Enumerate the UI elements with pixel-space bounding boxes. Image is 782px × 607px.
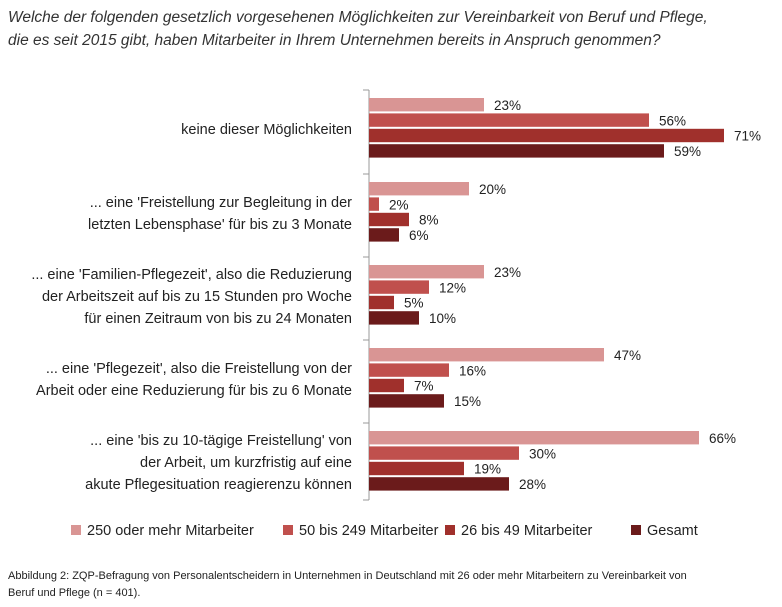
bar (369, 228, 399, 242)
data-label: 5% (404, 296, 424, 311)
data-label: 16% (459, 363, 486, 378)
caption-line-1: Abbildung 2: ZQP-Befragung von Personale… (8, 570, 687, 582)
category-label: der Arbeit, um kurzfristig auf eine (140, 455, 352, 471)
bar (369, 348, 604, 362)
category-label: der Arbeitszeit auf bis zu 15 Stunden pr… (42, 289, 352, 305)
data-label: 8% (419, 213, 439, 228)
data-label: 71% (734, 129, 761, 144)
bar (369, 363, 449, 377)
bar (369, 446, 519, 460)
data-label: 66% (709, 431, 736, 446)
category-label: ... eine 'Familien-Pflegezeit', also die… (31, 267, 352, 283)
bar (369, 477, 509, 491)
bar (369, 378, 404, 393)
category-label: letzten Lebensphase' für bis zu 3 Monate (88, 217, 352, 233)
category-label: ... eine 'Freistellung zur Begleitung in… (90, 195, 352, 211)
data-label: 12% (439, 280, 466, 295)
category-label: keine dieser Möglichkeiten (181, 122, 352, 138)
legend-swatch (71, 525, 81, 535)
data-label: 59% (674, 144, 701, 159)
chart-title-line-1: Welche der folgenden gesetzlich vorgeseh… (8, 9, 708, 26)
data-label: 2% (389, 197, 409, 212)
bar (369, 128, 724, 143)
data-label: 19% (474, 462, 501, 477)
bar (369, 182, 469, 196)
chart-title: Welche der folgenden gesetzlich vorgeseh… (8, 6, 774, 52)
bar (369, 295, 394, 310)
legend-label: 26 bis 49 Mitarbeiter (461, 523, 593, 539)
bar-chart: keine dieser Möglichkeiten 23% 56% 71% 59%..… (31, 89, 761, 539)
data-label: 30% (529, 446, 556, 461)
bar (369, 431, 699, 445)
bar (369, 265, 484, 279)
legend-label: Gesamt (647, 523, 698, 539)
bar (369, 461, 464, 476)
category-label: Arbeit oder eine Reduzierung für bis zu … (36, 383, 352, 399)
bar (369, 144, 664, 158)
data-label: 20% (479, 182, 506, 197)
category-label: akute Pflegesituation reagierenzu können (85, 477, 352, 493)
data-label: 10% (429, 311, 456, 326)
legend-swatch (283, 525, 293, 535)
figure-caption: Abbildung 2: ZQP-Befragung von Personale… (8, 568, 774, 602)
legend-swatch (631, 525, 641, 535)
category-label: für einen Zeitraum von bis zu 24 Monaten (84, 311, 352, 327)
bar (369, 394, 444, 408)
data-label: 23% (494, 265, 521, 280)
data-label: 15% (454, 394, 481, 409)
chart-title-line-2: die es seit 2015 gibt, haben Mitarbeiter… (8, 32, 661, 49)
bar (369, 212, 409, 227)
bar (369, 197, 379, 211)
legend-label: 50 bis 249 Mitarbeiter (299, 523, 439, 539)
data-label: 28% (519, 477, 546, 492)
category-label: ... eine 'bis zu 10-tägige Freistellung'… (90, 433, 352, 449)
bar (369, 311, 419, 325)
bar (369, 280, 429, 294)
category-label: ... eine 'Pflegezeit', also die Freistel… (46, 361, 352, 377)
bar (369, 98, 484, 112)
data-label: 56% (659, 113, 686, 128)
caption-line-2: Beruf und Pflege (n = 401). (8, 587, 141, 599)
legend-label: 250 oder mehr Mitarbeiter (87, 523, 254, 539)
data-label: 7% (414, 379, 434, 394)
legend-swatch (445, 525, 455, 535)
data-label: 6% (409, 228, 429, 243)
data-label: 23% (494, 98, 521, 113)
data-label: 47% (614, 348, 641, 363)
bar (369, 113, 649, 127)
